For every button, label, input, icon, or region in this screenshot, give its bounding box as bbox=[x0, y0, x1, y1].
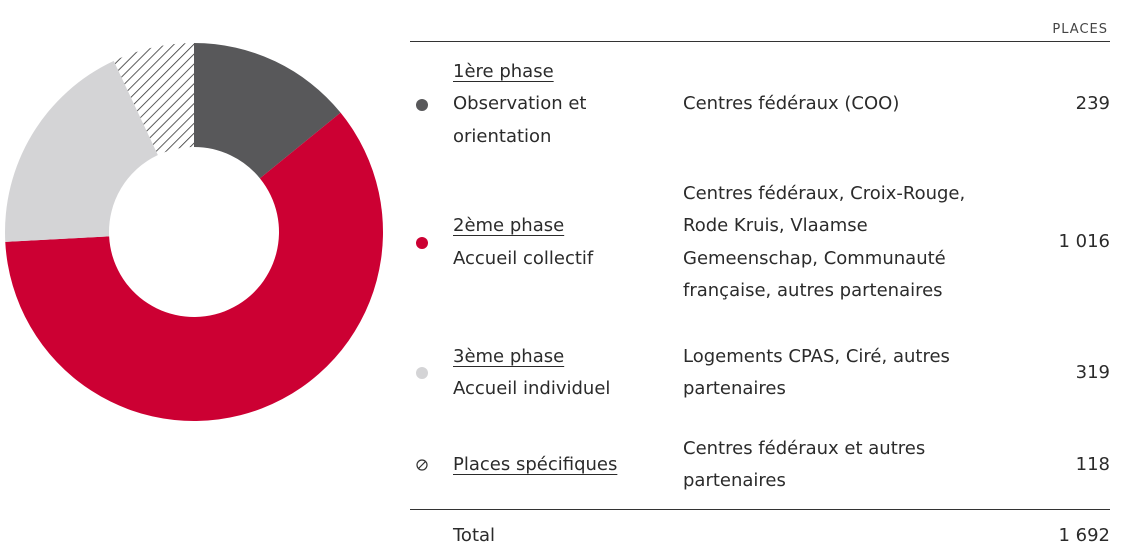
swatch-circle bbox=[416, 98, 428, 111]
places-value: 118 bbox=[1075, 453, 1110, 475]
places-value: 239 bbox=[1075, 93, 1110, 115]
donut-segment bbox=[5, 112, 383, 422]
phase-name: 1ère phase bbox=[453, 60, 554, 82]
partners: Centres fédéraux (COO) bbox=[683, 93, 900, 115]
donut-segment bbox=[113, 43, 194, 156]
table-row: 3ème phase Accueil individuel Logements CP… bbox=[410, 340, 1110, 406]
name-cell: 1ère phase Observation et orientation bbox=[453, 56, 683, 154]
partners: Centres fédéraux et autres partenaires bbox=[683, 437, 926, 492]
total-row: Total 1 692 bbox=[410, 520, 1110, 552]
phase-name: Places spécifiques bbox=[453, 453, 618, 475]
swatch-slash bbox=[418, 461, 426, 469]
total-value: 1 692 bbox=[1058, 524, 1110, 546]
name-cell: 3ème phase Accueil individuel bbox=[453, 341, 683, 406]
partners: Logements CPAS, Ciré, autres partenaires bbox=[683, 345, 950, 400]
donut-segment bbox=[4, 60, 158, 242]
phase-name: 2ème phase bbox=[453, 215, 565, 236]
donut-chart bbox=[4, 43, 383, 422]
donut-segment bbox=[194, 43, 341, 179]
phase-description: Accueil individuel bbox=[453, 378, 611, 399]
partners: Centres fédéraux, Croix-Rouge, Rode Krui… bbox=[683, 182, 966, 302]
table-row: Places spécifiques Centres fédéraux et au… bbox=[410, 432, 1110, 498]
phase-description: Observation et orientation bbox=[453, 93, 587, 147]
column-header: PLACES bbox=[1052, 22, 1108, 37]
legend-swatch bbox=[416, 459, 428, 471]
legend-marker-cell bbox=[410, 235, 453, 251]
top-rule bbox=[410, 41, 1110, 42]
legend-marker-cell bbox=[410, 365, 453, 381]
total-label: Total bbox=[453, 524, 496, 546]
legend-marker-cell bbox=[410, 457, 453, 473]
table-row: 1ère phase Observation et orientation Cent… bbox=[410, 57, 1110, 152]
name-cell: Places spécifiques bbox=[453, 449, 683, 482]
swatch-circle bbox=[416, 459, 428, 471]
legend-swatch bbox=[416, 98, 428, 111]
legend-swatch bbox=[416, 236, 428, 249]
places-value: 1 016 bbox=[1058, 231, 1110, 253]
phase-description: Accueil collectif bbox=[453, 247, 594, 269]
legend-swatch bbox=[416, 367, 428, 379]
swatch-circle bbox=[416, 236, 428, 249]
swatch-circle bbox=[416, 367, 428, 379]
places-value: 319 bbox=[1075, 361, 1110, 383]
phase-name: 3ème phase bbox=[453, 345, 565, 367]
legend-marker-cell bbox=[410, 97, 453, 113]
name-cell: 2ème phase Accueil collectif bbox=[453, 210, 683, 275]
bottom-rule bbox=[410, 509, 1110, 510]
table-row: 2ème phase Accueil collectif Centres fédér… bbox=[410, 170, 1110, 315]
